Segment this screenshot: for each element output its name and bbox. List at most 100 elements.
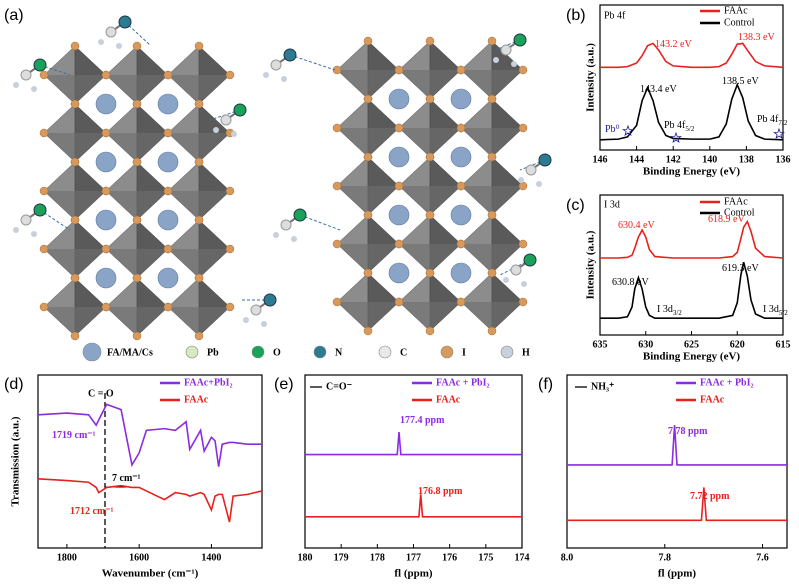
annotation: 619.3 eV [722, 263, 759, 274]
carbon-atom [220, 114, 232, 126]
iodide-atom [518, 239, 528, 249]
h-atom [98, 39, 104, 45]
x-tick-label: 615 [776, 339, 791, 350]
iodide-atom [456, 65, 466, 75]
legend-label: I [462, 347, 466, 358]
legend-label: Control [724, 207, 755, 218]
iodide-atom [394, 65, 404, 75]
iodide-atom [425, 94, 435, 104]
annotation-sub: 3/2 [673, 309, 682, 317]
cation-atom [388, 88, 410, 110]
legend-label: N [335, 347, 343, 358]
iodide-atom [225, 186, 235, 196]
annotation: 7.72 ppm [690, 491, 730, 502]
iodide-atom [70, 331, 80, 341]
y-axis-label: Intensity (a.u.) [585, 230, 597, 299]
iodide-atom [425, 268, 435, 278]
x-tick-label: 1400 [201, 552, 221, 563]
iodide-atom [487, 326, 497, 336]
cation-atom [450, 88, 472, 110]
series-line [37, 403, 262, 468]
x-tick-label: 7.8 [659, 552, 672, 563]
iodide-atom [70, 41, 80, 51]
cation-atom [95, 209, 117, 231]
annotation-text: I 3d [657, 304, 673, 315]
annotation-sub: 7/2 [778, 119, 787, 127]
octahedron-face [44, 191, 106, 220]
legend-marker [185, 345, 199, 359]
panel-title: C = O [88, 388, 114, 399]
x-tick-label: 178 [370, 552, 385, 563]
cation-atom [95, 267, 117, 289]
annotation-text: 143.2 eV [655, 39, 692, 50]
octahedron-face [106, 133, 168, 162]
carbon-atom [20, 69, 32, 81]
x-tick-label: 1800 [57, 552, 77, 563]
octahedron-face [399, 128, 461, 157]
iodide-atom [425, 152, 435, 162]
iodide-atom [425, 326, 435, 336]
iodide-atom [363, 210, 373, 220]
cation-atom [450, 204, 472, 226]
x-tick-label: 140 [702, 154, 717, 165]
annotation-text: 630.8 eV [612, 277, 649, 288]
panel-label: (b) [566, 7, 586, 24]
atom [523, 253, 537, 267]
h-bond [289, 54, 336, 71]
panel-label: (c) [566, 197, 585, 214]
annotation-text: Pb 4f [664, 120, 686, 131]
octahedron-face [168, 133, 230, 162]
iodide-atom [363, 152, 373, 162]
carbon-atom [20, 214, 32, 226]
iodide-atom [487, 94, 497, 104]
x-tick-label: 138 [739, 154, 754, 165]
iodide-atom [194, 157, 204, 167]
octahedron-face [168, 191, 230, 220]
legend-marker [440, 345, 454, 359]
octahedron-face [399, 186, 461, 215]
atom [538, 153, 552, 167]
h-atom [116, 43, 122, 49]
iodide-atom [163, 244, 173, 254]
h-atom [213, 127, 219, 133]
iodide-atom [39, 70, 49, 80]
iodide-atom [132, 99, 142, 109]
x-tick-label: 1600 [129, 552, 149, 563]
star-marker [670, 131, 682, 143]
iodide-atom [518, 65, 528, 75]
iodide-atom [332, 239, 342, 249]
annotation-text: 138.5 eV [722, 76, 759, 87]
iodide-atom [70, 215, 80, 225]
iodide-atom [456, 297, 466, 307]
annotation: Pb 4f7/2 [757, 114, 788, 126]
legend-marker [251, 345, 265, 359]
legend-label: FAAc+PbI₂ [184, 377, 233, 388]
h-atom [263, 72, 269, 78]
plot-frame [599, 4, 784, 151]
cation-atom [95, 93, 117, 115]
annotation: 143.4 eV [640, 84, 677, 95]
annotation: 138.3 eV [738, 32, 775, 43]
x-tick-label: 177 [406, 552, 421, 563]
iodide-atom [394, 297, 404, 307]
octahedron-face [106, 191, 168, 220]
iodide-atom [518, 297, 528, 307]
iodide-atom [394, 123, 404, 133]
x-tick-label: 176 [442, 552, 457, 563]
octahedron-face [337, 70, 399, 99]
iodide-atom [70, 273, 80, 283]
annotation: Pb⁰ [605, 124, 620, 135]
star-marker [622, 124, 634, 136]
h-atom [291, 236, 297, 242]
iodide-atom [70, 157, 80, 167]
plot-frame [37, 374, 263, 549]
h-atom [281, 76, 287, 82]
h-atom [243, 317, 249, 323]
iodide-atom [101, 302, 111, 312]
series-line [305, 494, 522, 518]
octahedron-face [399, 244, 461, 273]
carbon-atom [525, 164, 537, 176]
iodide-atom [487, 210, 497, 220]
h-bond [299, 214, 341, 231]
